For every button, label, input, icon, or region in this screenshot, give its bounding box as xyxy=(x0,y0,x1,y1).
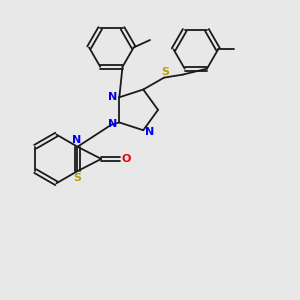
Text: N: N xyxy=(72,135,82,145)
Text: S: S xyxy=(74,172,82,183)
Text: N: N xyxy=(108,119,117,129)
Text: N: N xyxy=(108,92,117,102)
Text: N: N xyxy=(145,127,154,137)
Text: O: O xyxy=(122,154,131,164)
Text: S: S xyxy=(161,67,169,77)
